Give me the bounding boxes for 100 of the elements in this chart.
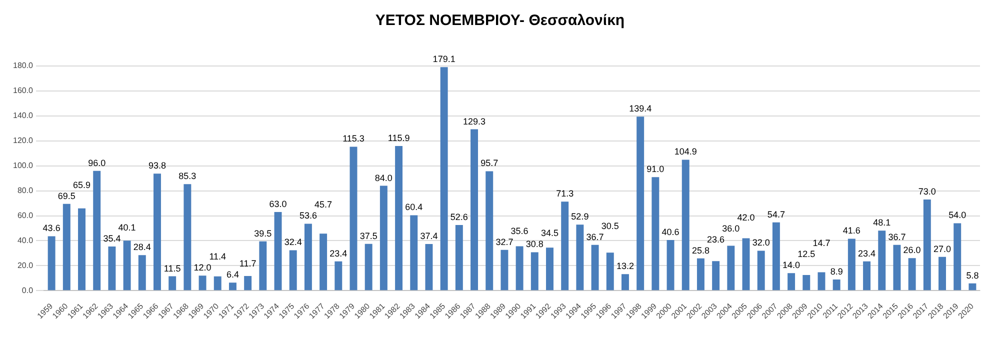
bar (621, 274, 629, 290)
bar (954, 223, 962, 290)
data-label: 12.0 (194, 262, 212, 273)
bar (516, 246, 524, 290)
data-label: 69.5 (58, 190, 76, 201)
bar (380, 186, 388, 290)
bar (364, 244, 372, 290)
data-label: 32.0 (752, 238, 770, 248)
data-label: 115.9 (388, 132, 410, 143)
bar (893, 244, 901, 290)
bar (395, 146, 403, 290)
bar (652, 177, 660, 290)
bar (350, 146, 358, 290)
data-label: 65.9 (72, 180, 91, 190)
data-label: 40.6 (662, 226, 680, 237)
bar (636, 116, 644, 290)
data-label: 27.0 (933, 244, 952, 254)
data-label: 115.3 (342, 134, 364, 144)
bar (48, 236, 56, 290)
bar (968, 283, 976, 290)
bar (274, 212, 282, 290)
data-label: 96.0 (88, 158, 106, 168)
data-label: 91.0 (646, 164, 664, 174)
y-tick-label: 80.0 (17, 186, 34, 195)
data-label: 32.4 (284, 237, 302, 248)
bar (757, 250, 765, 290)
bar (304, 224, 312, 290)
data-label: 23.4 (330, 248, 348, 258)
bar (93, 170, 101, 290)
bar (259, 241, 267, 290)
data-label: 95.7 (480, 158, 498, 168)
data-label: 48.1 (873, 218, 891, 228)
y-tick-label: 160.0 (12, 86, 34, 96)
bar (666, 240, 674, 290)
data-label: 45.7 (314, 200, 332, 210)
y-tick-label: 180.0 (12, 61, 34, 70)
data-label: 139.4 (629, 104, 652, 114)
data-label: 39.5 (254, 228, 272, 238)
data-label: 23.4 (858, 248, 876, 258)
bar (802, 275, 810, 290)
bar (184, 184, 192, 290)
data-label: 43.6 (42, 223, 60, 234)
data-label: 36.7 (888, 232, 906, 242)
data-label: 5.8 (966, 270, 979, 280)
data-label: 71.3 (556, 188, 574, 199)
bar (576, 224, 584, 290)
y-tick-label: 140.0 (12, 111, 34, 120)
chart-title: ΥΕΤΟΣ ΝΟΕΜΒΡΙΟΥ- Θεσσαλονίκη (374, 11, 626, 31)
data-label: 37.4 (420, 230, 438, 241)
data-label: 179.1 (432, 54, 456, 64)
bar (682, 160, 690, 290)
data-label: 14.0 (782, 260, 800, 270)
bar (742, 238, 750, 290)
data-label: 85.3 (178, 171, 196, 182)
data-label: 41.6 (842, 226, 860, 236)
data-label: 14.7 (812, 238, 830, 248)
bar (696, 258, 704, 290)
bar (832, 280, 840, 290)
bar (62, 204, 70, 290)
data-label: 54.7 (767, 209, 785, 220)
bar (591, 244, 599, 290)
data-label: 63.0 (269, 198, 287, 209)
data-label: 52.9 (571, 212, 589, 222)
bar (214, 276, 222, 290)
bar (108, 246, 116, 290)
bar (244, 276, 252, 290)
bar (878, 230, 886, 290)
bar (198, 276, 206, 290)
data-label: 40.1 (118, 222, 136, 232)
bar (727, 246, 735, 290)
y-tick-label: 20.0 (17, 260, 34, 270)
data-label: 25.8 (692, 245, 710, 256)
bar (606, 252, 614, 290)
data-label: 30.5 (601, 220, 619, 231)
bar (863, 261, 871, 290)
y-tick-label: 40.0 (17, 236, 34, 245)
data-label: 11.4 (209, 252, 226, 262)
data-label: 34.5 (540, 228, 559, 238)
data-label: 36.7 (586, 232, 604, 242)
bar (712, 261, 720, 290)
bar (154, 174, 161, 290)
y-tick-label: 100.0 (12, 161, 34, 170)
data-label: 104.9 (674, 146, 697, 157)
data-label: 8.9 (830, 266, 843, 277)
bar (410, 215, 418, 290)
data-label: 11.5 (164, 263, 181, 274)
data-label: 42.0 (737, 212, 755, 222)
data-label: 35.6 (510, 226, 528, 236)
y-tick-label: 120.0 (12, 136, 34, 146)
bar (818, 272, 826, 290)
bar (138, 255, 146, 290)
data-label: 26.0 (903, 245, 921, 256)
data-label: 28.4 (133, 242, 151, 252)
bar (228, 282, 236, 290)
data-label: 73.0 (918, 186, 936, 197)
data-label: 32.7 (496, 236, 514, 247)
data-label: 13.2 (616, 261, 634, 272)
bar (289, 250, 297, 290)
bar (530, 252, 538, 290)
bar (546, 248, 554, 290)
